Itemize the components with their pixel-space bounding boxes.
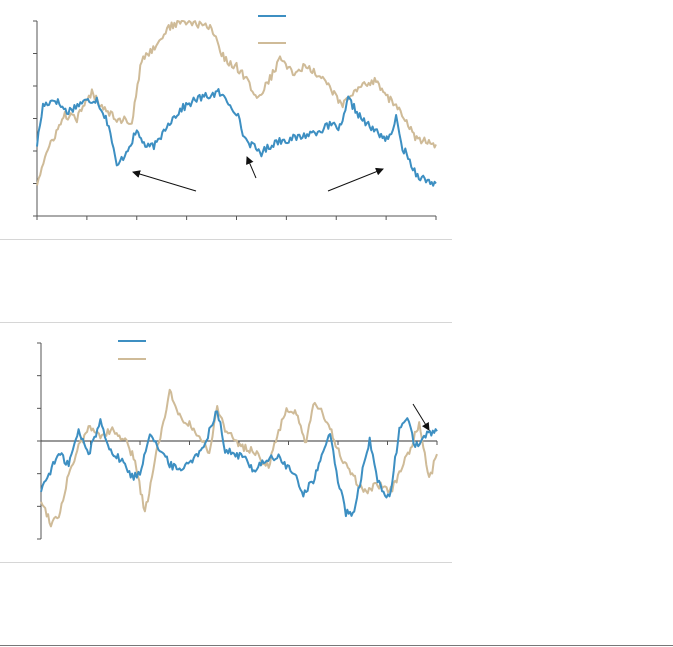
- series-line-series-b: [40, 388, 438, 528]
- divider-bottom-chart: [0, 562, 452, 563]
- top-line-chart: [33, 15, 437, 220]
- annotation-arrow-right: [327, 167, 384, 192]
- annotation-arrow-left: [132, 170, 197, 192]
- page-bottom-rule: [0, 645, 673, 646]
- series-line-series-a: [36, 88, 437, 187]
- bottom-line-chart: [37, 340, 438, 540]
- series-line-series-b: [36, 20, 437, 186]
- annotation-arrow-bottom-right: [412, 403, 430, 431]
- divider-top-chart: [0, 239, 452, 240]
- annotation-arrow-middle: [246, 156, 257, 179]
- annotation-arrows: [132, 156, 430, 431]
- divider-middle: [0, 322, 452, 323]
- series-line-series-a: [40, 410, 438, 518]
